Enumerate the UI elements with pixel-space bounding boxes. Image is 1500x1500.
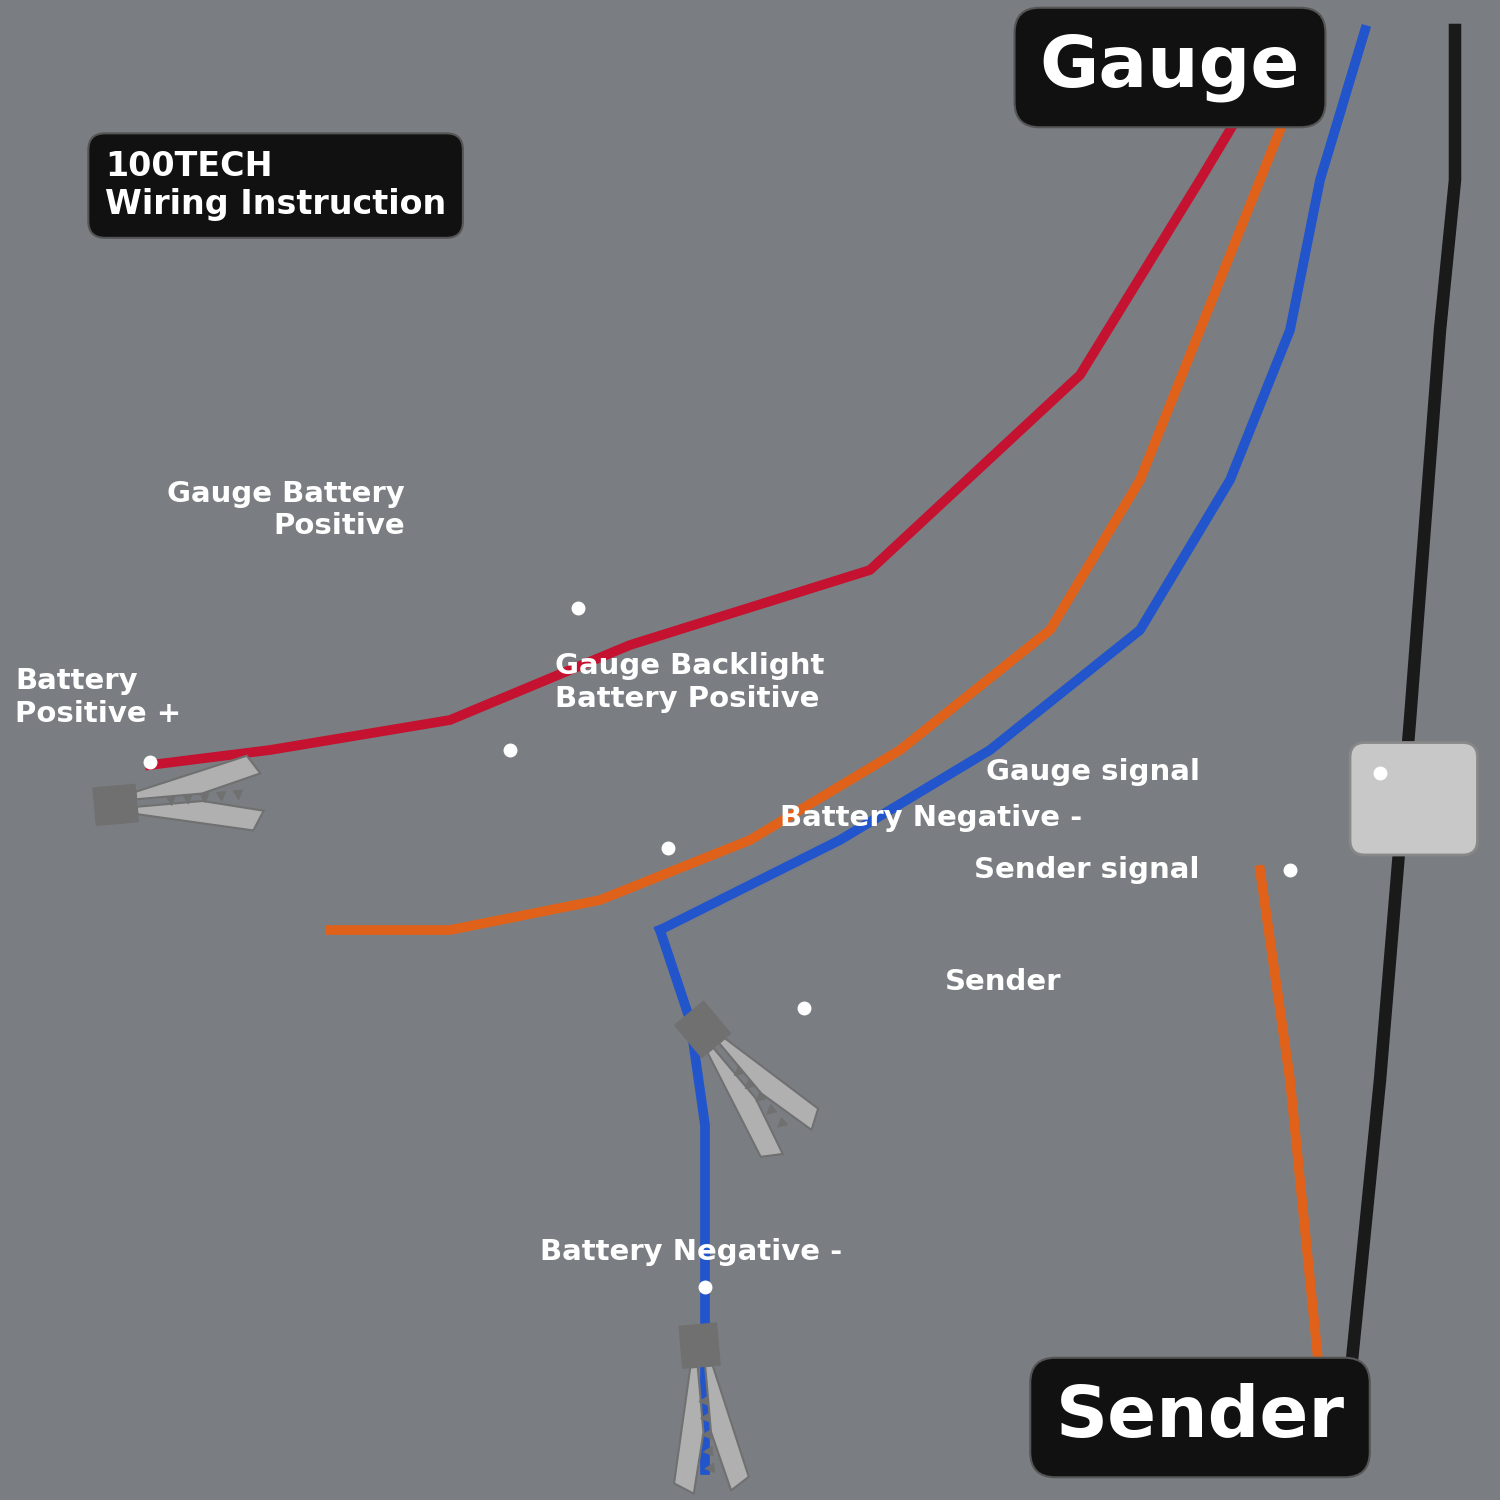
Polygon shape	[136, 801, 264, 831]
Polygon shape	[704, 1446, 712, 1456]
FancyBboxPatch shape	[1350, 742, 1478, 855]
Polygon shape	[93, 784, 138, 825]
Text: Sender: Sender	[1056, 1383, 1344, 1452]
Polygon shape	[135, 756, 261, 800]
Text: Gauge Backlight
Battery Positive: Gauge Backlight Battery Positive	[555, 652, 825, 712]
Polygon shape	[756, 1092, 766, 1101]
Polygon shape	[702, 1430, 711, 1438]
Polygon shape	[705, 1365, 748, 1491]
Polygon shape	[705, 1462, 714, 1473]
Polygon shape	[718, 1038, 818, 1130]
Polygon shape	[700, 1413, 709, 1422]
Polygon shape	[708, 1048, 783, 1156]
Polygon shape	[675, 1000, 730, 1058]
Text: Sender: Sender	[945, 969, 1062, 996]
Polygon shape	[746, 1078, 756, 1089]
Polygon shape	[166, 796, 176, 806]
Polygon shape	[232, 790, 243, 800]
Text: Gauge Battery
Positive: Gauge Battery Positive	[168, 480, 405, 540]
Text: Gauge: Gauge	[1040, 33, 1300, 102]
Text: Sender signal: Sender signal	[975, 856, 1200, 883]
Polygon shape	[674, 1366, 704, 1494]
Polygon shape	[734, 1066, 744, 1076]
Polygon shape	[183, 795, 192, 804]
Text: 100TECH
Wiring Instruction: 100TECH Wiring Instruction	[105, 150, 447, 220]
Polygon shape	[766, 1104, 777, 1114]
Polygon shape	[777, 1118, 788, 1126]
Polygon shape	[680, 1323, 720, 1368]
Text: Battery
Positive +: Battery Positive +	[15, 668, 182, 728]
Polygon shape	[699, 1396, 708, 1406]
Polygon shape	[216, 792, 226, 801]
Polygon shape	[200, 794, 208, 802]
Text: Gauge signal: Gauge signal	[986, 759, 1200, 786]
Text: Battery Negative -: Battery Negative -	[780, 804, 1083, 831]
Text: Battery Negative -: Battery Negative -	[540, 1239, 843, 1266]
